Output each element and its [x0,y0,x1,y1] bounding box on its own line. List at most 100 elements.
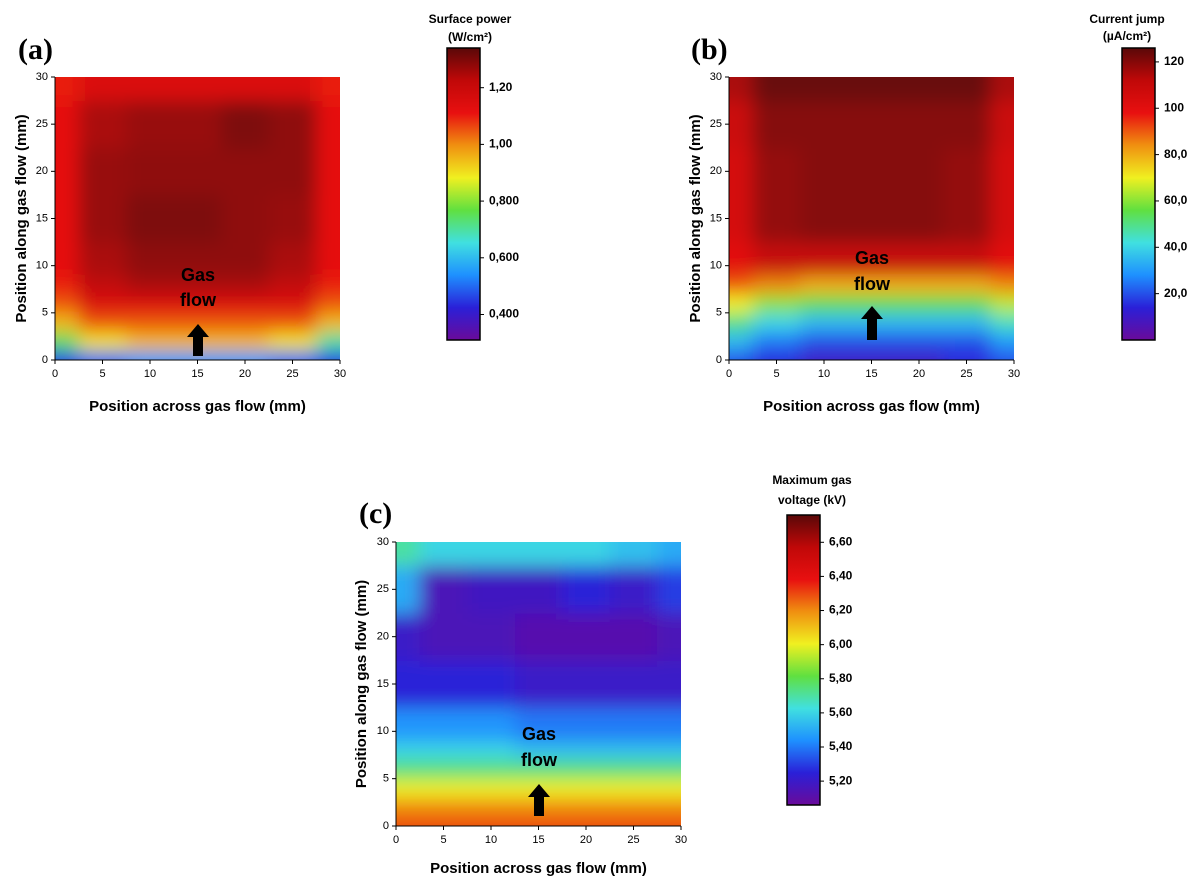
colorbar-tick-label: 20,0 [1164,286,1188,300]
colorbar-tick-label: 100 [1164,100,1184,114]
heat-cell [752,350,801,360]
y-tick-label: 10 [710,260,722,272]
heat-cell [609,542,658,567]
heat-cell [221,331,270,352]
heat-cell [514,565,563,614]
heat-cell [562,797,611,818]
heat-cell [126,242,175,276]
heat-cell [942,350,991,360]
heat-cell [800,194,849,243]
heat-cell [990,194,1014,243]
heat-cell [752,147,801,196]
heat-cell [895,100,944,149]
heat-cell [126,331,175,352]
heat-cell [467,565,516,614]
heat-cell [609,759,658,780]
y-tick-label: 0 [42,354,48,366]
heat-cell [847,242,896,276]
heat-cell [942,77,991,102]
heat-cell [657,660,681,709]
colorbar-title: voltage (kV) [778,493,846,507]
heat-cell [514,759,563,780]
heat-cell [990,147,1014,196]
heat-cell [268,312,317,333]
heat-cell [467,542,516,567]
annotation: Gas [522,724,556,744]
y-tick-label: 10 [36,260,48,272]
heat-cell [609,565,658,614]
heat-cell [396,660,421,709]
y-tick-label: 20 [36,165,48,177]
heat-cell [942,331,991,352]
heat-cell [467,797,516,818]
x-tick-label: 25 [286,368,298,380]
x-tick-label: 0 [393,834,399,846]
heat-cell [729,331,754,352]
heat-cell [316,77,340,102]
heat-cell [268,77,317,102]
heat-cell [657,542,681,567]
heat-cell [126,350,175,360]
heat-cell [467,816,516,826]
heat-cell [173,275,222,295]
heat-cell [419,778,468,799]
heat-cell [729,350,754,360]
colorbar-tick-label: 80,0 [1164,147,1188,161]
heat-cell [895,331,944,352]
colorbar-tick-label: 6,40 [829,569,853,583]
heat-cell [55,147,80,196]
heat-cell [562,816,611,826]
heat-cell [895,147,944,196]
heat-cell [752,293,801,314]
x-tick-label: 20 [580,834,592,846]
heat-cell [609,778,658,799]
heat-cell [55,293,80,314]
heat-cell [895,194,944,243]
heat-cell [514,816,563,826]
heat-cell [126,194,175,243]
contour-field [729,77,1014,360]
heat-cell [126,100,175,149]
heat-cell [467,778,516,799]
y-tick-label: 30 [377,536,389,548]
heat-cell [467,759,516,780]
colorbar-title: Maximum gas [772,473,852,487]
heat-cell [990,77,1014,102]
annotation: Gas [181,265,215,285]
panel-label: (a) [18,33,53,66]
heat-cell [419,707,468,742]
heat-cell [514,740,563,761]
heat-cell [55,275,80,295]
heat-cell [396,797,421,818]
x-tick-label: 30 [1008,368,1020,380]
flow-arrow [528,784,550,816]
heat-cell [942,312,991,333]
x-tick-label: 15 [532,834,544,846]
heat-cell [990,242,1014,276]
heat-cell [514,613,563,661]
heat-cell [316,293,340,314]
contour-field [55,77,340,360]
plot-area [729,77,1014,360]
heat-cell [800,147,849,196]
heat-cell [268,147,317,196]
heat-cell [316,194,340,243]
heat-cell [55,242,80,276]
heat-cell [514,660,563,709]
heat-cell [173,194,222,243]
heat-cell [78,147,127,196]
heat-cell [990,100,1014,149]
annotation: Gas [855,248,889,268]
heat-cell [609,707,658,742]
x-tick-label: 25 [960,368,972,380]
y-tick-label: 25 [36,118,48,130]
heat-cell [895,312,944,333]
x-tick-label: 20 [913,368,925,380]
heat-cell [562,542,611,567]
y-tick-label: 5 [383,773,389,785]
heat-cell [990,350,1014,360]
heat-cell [514,542,563,567]
heat-cell [396,740,421,761]
colorbar-title: Current jump [1089,12,1164,26]
